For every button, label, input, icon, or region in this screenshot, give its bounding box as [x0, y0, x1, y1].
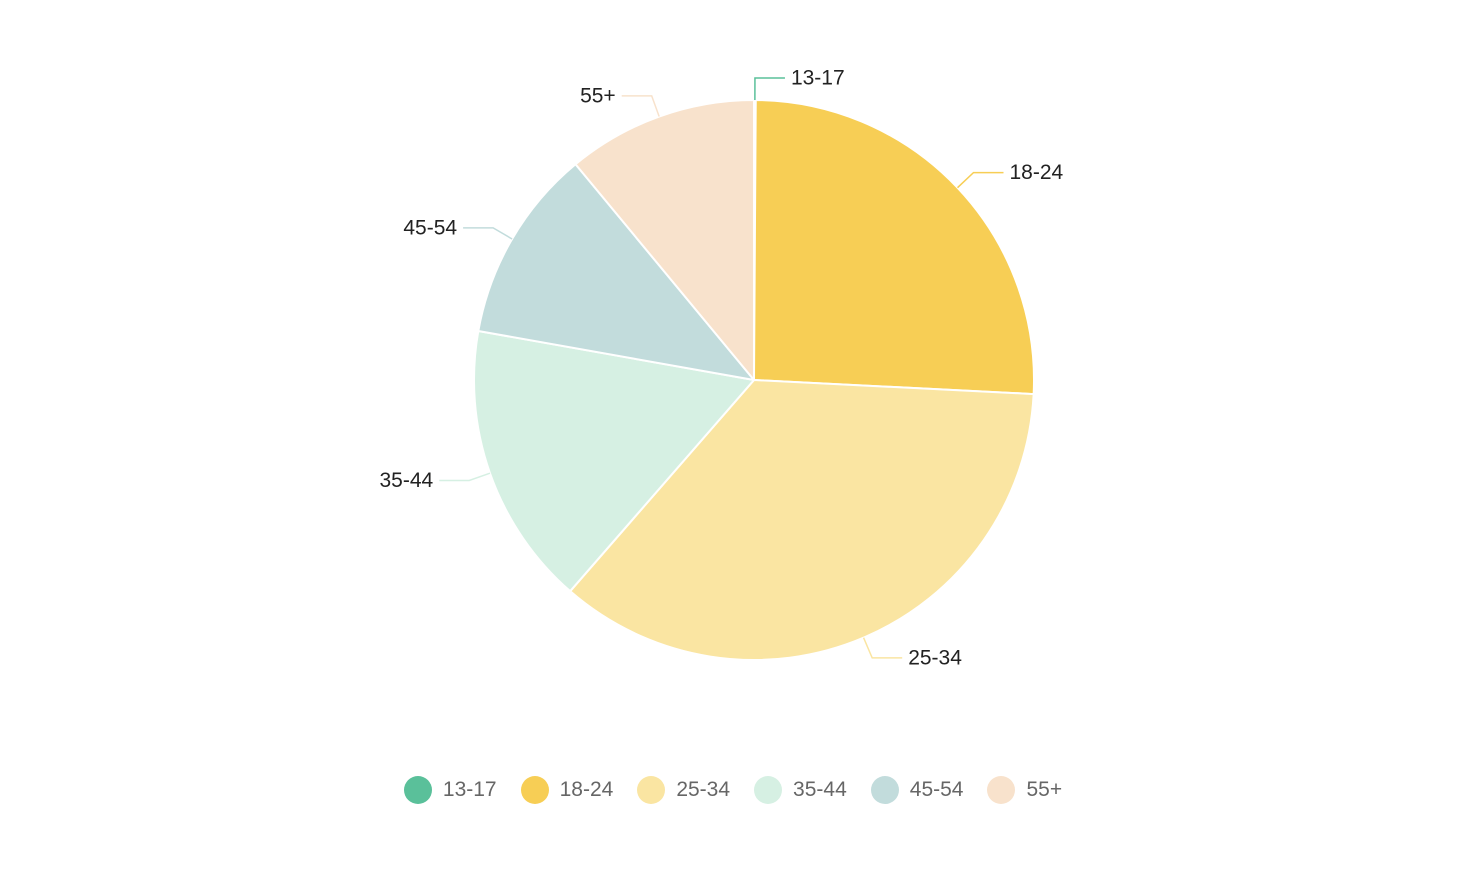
legend-item-45-54[interactable]: 45-54: [870, 776, 964, 804]
leader-line-35-44: [439, 472, 491, 482]
legend-label-35-44: 35-44: [793, 778, 847, 801]
legend-swatch-13-17: [403, 776, 432, 804]
leader-line-13-17: [754, 77, 785, 101]
legend-swatch-55-plus: [987, 776, 1016, 804]
legend-label-25-34: 25-34: [676, 778, 731, 801]
legend-label-45-54: 45-54: [909, 778, 964, 801]
pie-slice-45-54[interactable]: [477, 163, 755, 381]
legend-label-55-plus: 55+: [1026, 778, 1063, 801]
legend-swatch-25-34: [637, 776, 666, 804]
pie-slice-35-44[interactable]: [473, 329, 755, 593]
leader-line-55-plus: [621, 95, 660, 117]
slice-label-35-44: 35-44: [379, 469, 433, 492]
pie-slice-18-24[interactable]: [753, 99, 1036, 396]
slice-label-18-24: 18-24: [1009, 161, 1063, 184]
legend-item-35-44[interactable]: 35-44: [754, 776, 847, 804]
legend-item-18-24[interactable]: 18-24: [520, 776, 614, 804]
slice-label-45-54: 45-54: [403, 216, 457, 239]
slice-label-55-plus: 55+: [580, 84, 616, 107]
pie-slice-25-34[interactable]: [569, 379, 1035, 661]
chart-legend: 13-17 18-24 25-34 35-44 45-54 55+: [0, 770, 1466, 810]
slice-label-13-17: 13-17: [791, 67, 845, 90]
legend-label-13-17: 13-17: [442, 778, 497, 801]
legend-item-25-34[interactable]: 25-34: [637, 776, 730, 804]
pie-slices: [473, 99, 1036, 661]
legend-swatch-18-24: [520, 776, 549, 804]
legend-label-18-24: 18-24: [559, 778, 614, 801]
legend-item-13-17[interactable]: 13-17: [403, 776, 497, 804]
legend-swatch-35-44: [754, 776, 783, 804]
leader-line-25-34: [862, 637, 903, 659]
legend-item-55-plus[interactable]: 55+: [987, 776, 1062, 804]
leader-line-45-54: [463, 227, 513, 240]
pie-leader-lines: [439, 77, 1004, 659]
slice-label-25-34: 25-34: [908, 646, 962, 669]
legend-swatch-45-54: [870, 776, 899, 804]
pie-labels: 13-17 18-24 25-34 35-44 45-54 55+: [379, 67, 1063, 670]
leader-line-18-24: [956, 171, 1004, 189]
